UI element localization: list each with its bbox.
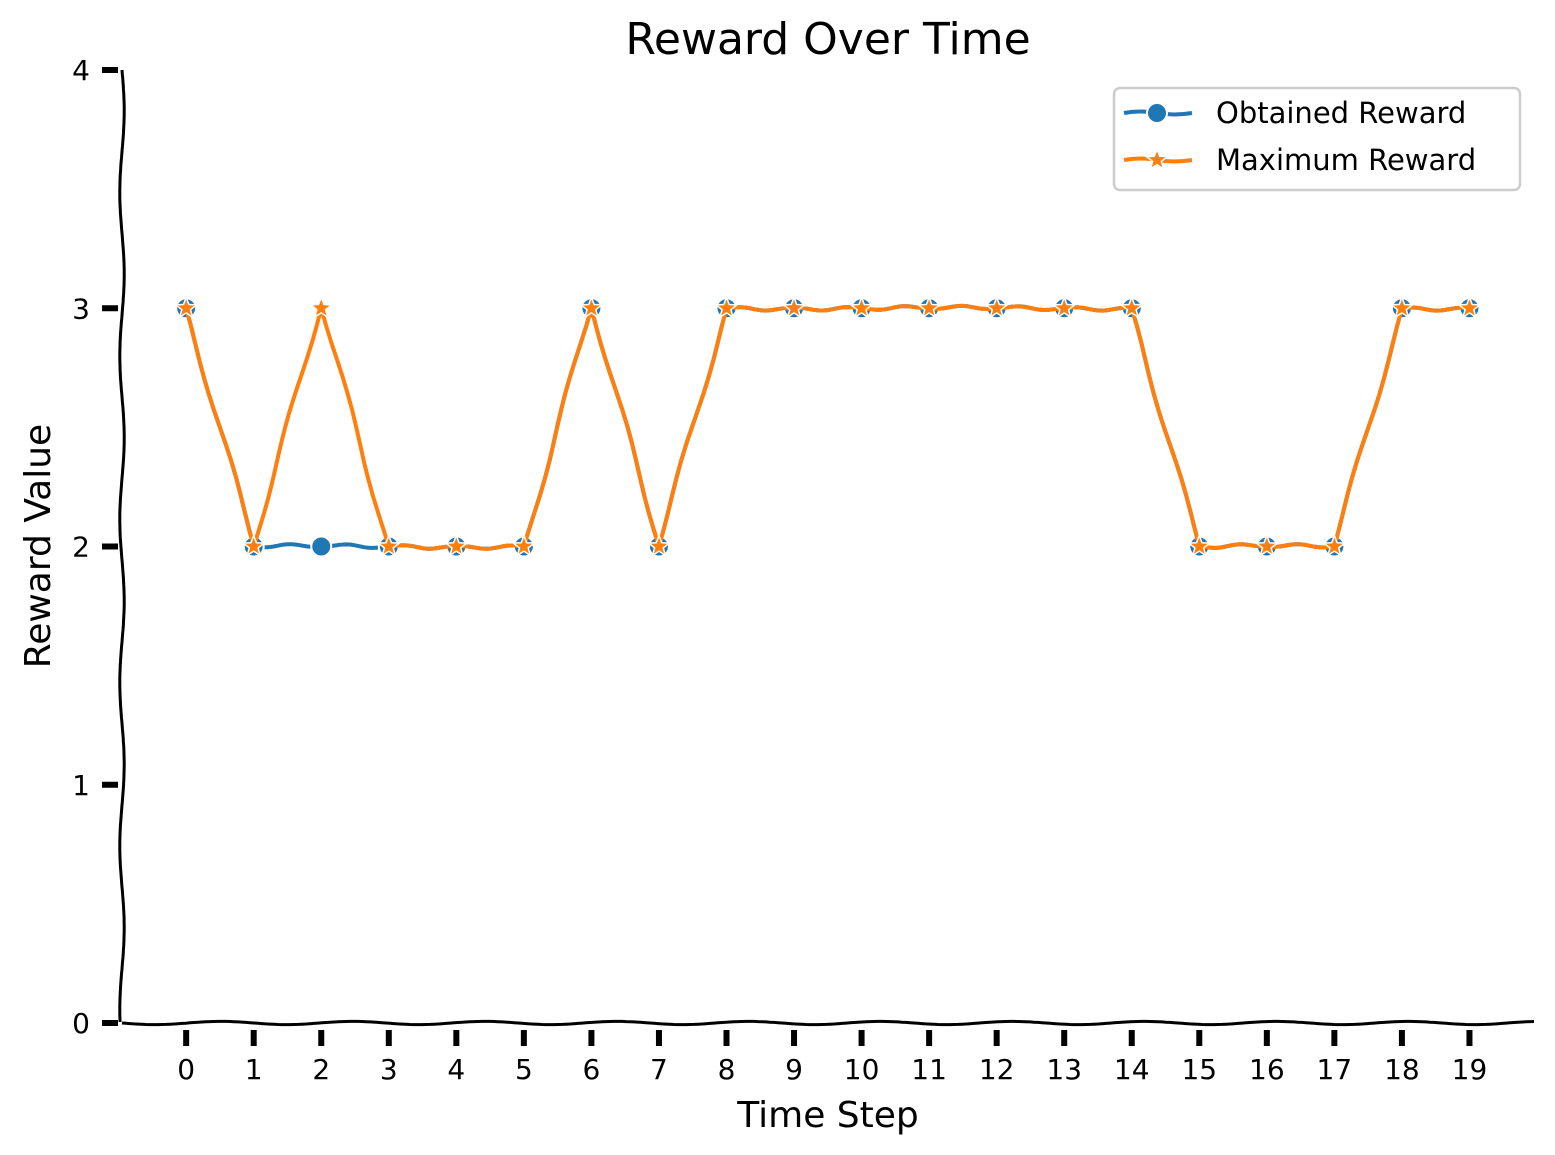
data-point (985, 296, 1008, 318)
data-point (377, 534, 401, 557)
data-point (310, 296, 333, 318)
x-axis-label: Time Step (736, 1095, 919, 1136)
x-tick-label: 5 (515, 1053, 533, 1086)
legend-item: Obtained Reward (1123, 96, 1466, 130)
data-point (242, 534, 265, 557)
x-tick-label: 7 (650, 1053, 668, 1086)
x-tick-label: 8 (718, 1053, 736, 1086)
x-tick-label: 1 (245, 1053, 263, 1086)
x-tick-label: 17 (1317, 1053, 1353, 1086)
y-tick-label: 3 (72, 292, 90, 325)
y-tick-label: 1 (72, 769, 90, 802)
data-point (580, 296, 603, 318)
data-point (1120, 296, 1143, 318)
data-point (1188, 534, 1211, 557)
x-tick-label: 14 (1114, 1053, 1150, 1086)
series-line (184, 303, 1472, 551)
data-point (445, 534, 468, 557)
legend-label: Obtained Reward (1216, 96, 1466, 130)
legend: Obtained Reward Maximum Reward (1112, 86, 1522, 192)
data-point (850, 296, 873, 318)
series-1 (174, 296, 1481, 557)
legend-item: Maximum Reward (1123, 143, 1476, 177)
y-tick-label: 2 (72, 531, 90, 564)
data-point (715, 296, 738, 318)
x-tick-label: 6 (583, 1053, 601, 1086)
x-tick-label: 19 (1452, 1053, 1488, 1086)
series-0 (175, 297, 1481, 558)
data-point (1458, 296, 1481, 318)
data-point (174, 296, 198, 318)
x-axis-line (121, 1019, 1535, 1027)
legend-frame (1112, 86, 1522, 192)
y-tick-label: 4 (72, 54, 90, 87)
x-axis-ticks: 0 1 2 3 4 5 6 7 8 9 10 11 12 13 14 15 16 17 18 19 (177, 1030, 1487, 1086)
y-axis-line (118, 69, 126, 1023)
data-point (512, 534, 536, 557)
data-point (647, 534, 671, 557)
plot-series (174, 296, 1481, 558)
x-tick-label: 0 (177, 1053, 195, 1086)
x-tick-label: 11 (911, 1053, 947, 1086)
x-tick-label: 3 (380, 1053, 398, 1086)
x-tick-label: 12 (979, 1053, 1015, 1086)
x-tick-label: 10 (844, 1053, 880, 1086)
data-point (1323, 534, 1346, 557)
legend-marker (1144, 146, 1170, 171)
data-point (1052, 296, 1076, 318)
y-tick-label: 0 (72, 1007, 90, 1040)
y-axis-label: Reward Value (18, 424, 59, 668)
x-tick-label: 15 (1181, 1053, 1217, 1086)
x-tick-label: 4 (447, 1053, 465, 1086)
y-axis-ticks: 0 1 2 3 4 (72, 54, 118, 1040)
legend-marker (1146, 102, 1168, 124)
data-point (310, 535, 333, 558)
data-point (917, 296, 941, 318)
x-tick-label: 9 (785, 1053, 803, 1086)
x-tick-label: 18 (1384, 1053, 1420, 1086)
data-point (1255, 534, 1279, 557)
x-tick-label: 2 (312, 1053, 330, 1086)
chart-title: Reward Over Time (625, 14, 1030, 65)
x-tick-label: 13 (1046, 1053, 1082, 1086)
data-point (1390, 296, 1414, 318)
data-point (782, 296, 806, 318)
legend-label: Maximum Reward (1216, 143, 1476, 177)
x-tick-label: 16 (1249, 1053, 1285, 1086)
